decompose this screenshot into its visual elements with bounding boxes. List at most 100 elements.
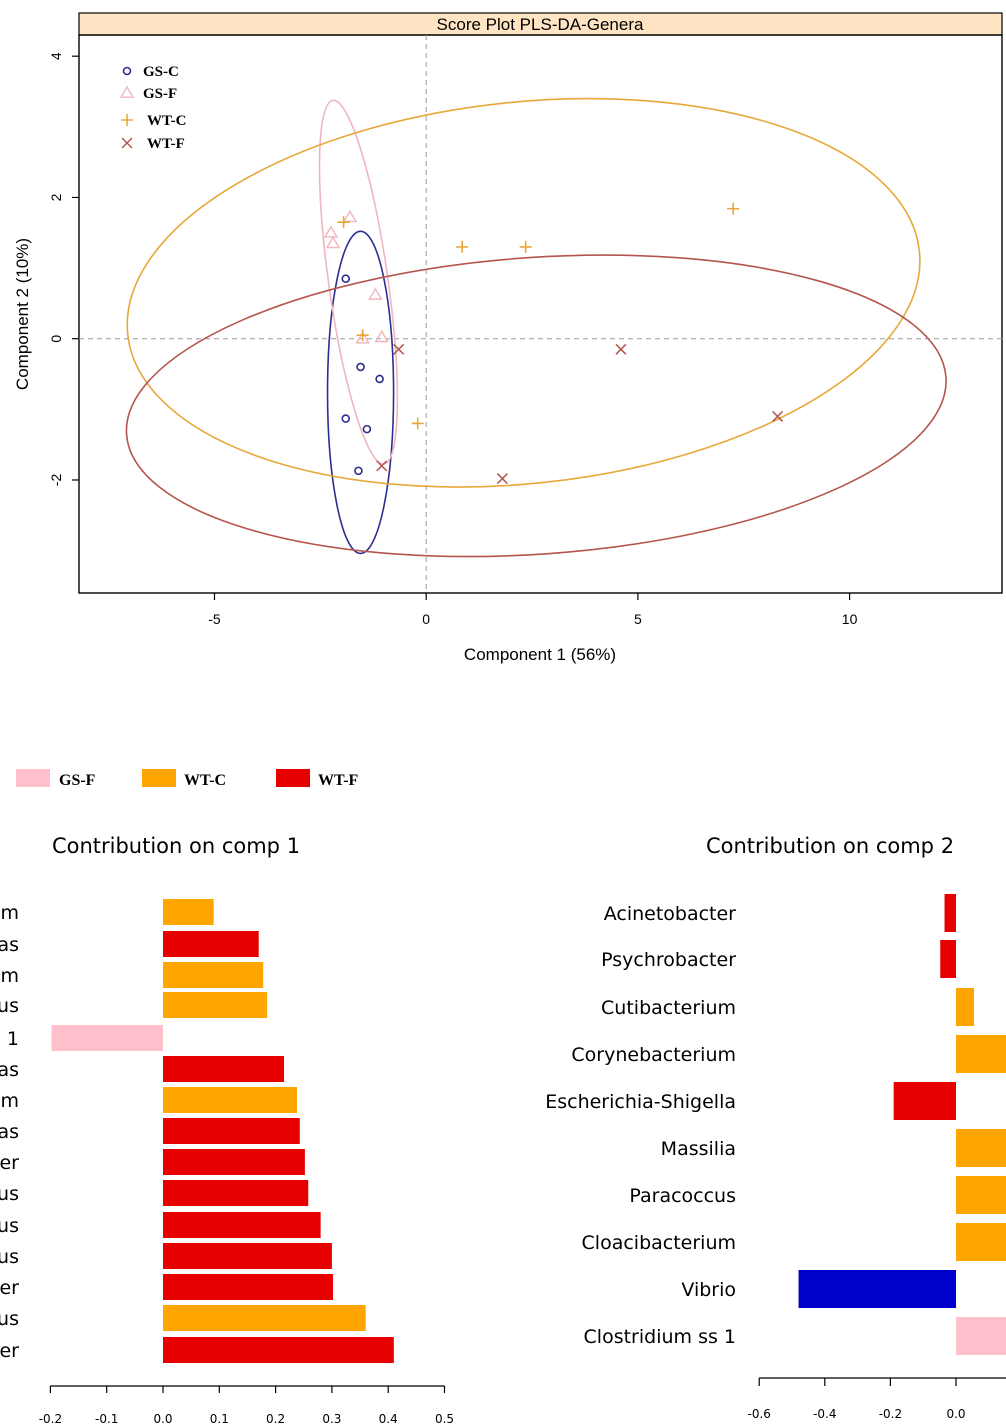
- comp2-bar-corynebacterium: [956, 1035, 1006, 1073]
- comp1-category-label: us: [0, 1246, 19, 1268]
- comp2-category-label-clostridium-ss-1: Clostridium ss 1: [584, 1326, 736, 1348]
- comp2-category-label-cloacibacterium: Cloacibacterium: [582, 1232, 736, 1254]
- point-wt-c: [727, 202, 740, 215]
- comp1-bar: [163, 1337, 394, 1363]
- comp1-bar: [163, 1274, 334, 1300]
- y-tick-label: 0: [48, 335, 64, 343]
- y-tick-label: 4: [48, 52, 64, 60]
- legend-marker-gs-f: [119, 85, 135, 98]
- comp2-category-label-corynebacterium: Corynebacterium: [571, 1044, 736, 1066]
- y-tick-label: 2: [48, 193, 64, 201]
- comp1-category-label: us: [0, 1215, 19, 1237]
- comp1-category-label: as: [0, 1059, 19, 1081]
- comp2-tick-label: 0.0: [946, 1407, 965, 1421]
- comp1-bar: [163, 1056, 285, 1082]
- bar-legend-swatch-wt-f: [276, 769, 310, 787]
- legend-label-gs-c: GS-C: [143, 64, 179, 80]
- point-wt-c: [356, 329, 369, 342]
- comp2-bar-acinetobacter: [944, 894, 956, 932]
- point-gs-c: [354, 466, 363, 476]
- comp2-category-label-escherichia-shigella: Escherichia-Shigella: [545, 1091, 736, 1113]
- comp2-tick-label: -0.2: [879, 1407, 902, 1421]
- comp2-category-label-psychrobacter: Psychrobacter: [601, 949, 736, 971]
- point-wt-f: [376, 460, 388, 472]
- comp1-bar: [163, 1212, 321, 1238]
- comp2-bar-cutibacterium: [956, 988, 975, 1026]
- comp1-title: Contribution on comp 1: [52, 834, 300, 858]
- point-gs-c: [341, 274, 351, 283]
- comp1-tick-label: 0.2: [266, 1412, 285, 1426]
- comp2-category-label-paracoccus: Paracoccus: [629, 1185, 736, 1207]
- point-wt-c: [456, 240, 469, 253]
- bar-legend: GS-F WT-C WT-F: [16, 769, 359, 789]
- comp2-category-label-cutibacterium: Cutibacterium: [601, 997, 736, 1019]
- point-wt-c: [411, 417, 424, 430]
- comp1-bar: [163, 1243, 332, 1269]
- score-plot-ylabel: Component 2 (10%): [13, 238, 32, 390]
- comp1-tick-label: 0.3: [322, 1412, 341, 1426]
- comp2-title: Contribution on comp 2: [706, 834, 954, 858]
- point-wt-c: [519, 240, 532, 253]
- point-gs-c: [341, 414, 351, 423]
- legend-label-wt-f: WT-F: [147, 136, 185, 152]
- comp1-tick-label: 0.5: [435, 1412, 454, 1426]
- score-plot-title: Score Plot PLS-DA-Genera: [437, 15, 644, 34]
- comp1-category-label: s 1: [0, 1028, 19, 1050]
- score-plot-xlabel: Component 1 (56%): [464, 645, 616, 664]
- comp2-bar-massilia: [956, 1129, 1006, 1167]
- comp1-category-label: er: [0, 1277, 19, 1299]
- comp1-category-label: us: [0, 1183, 19, 1205]
- comp1-bar: [163, 1180, 309, 1206]
- legend-marker-wt-c: [121, 114, 133, 126]
- bar-legend-swatch-wt-c: [142, 769, 176, 787]
- ellipse-wt-c: [126, 97, 921, 488]
- point-gs-f: [355, 331, 370, 344]
- x-tick-label: 0: [422, 611, 430, 627]
- point-gs-c: [356, 362, 365, 372]
- point-gs-f: [325, 235, 341, 249]
- comp1-tick-label: -0.2: [39, 1412, 62, 1426]
- comp2-tick-label: -0.6: [747, 1407, 770, 1421]
- comp1-category-label: as: [0, 934, 19, 956]
- bar-legend-label-gs-f: GS-F: [59, 772, 96, 789]
- comp1-bar: [163, 899, 214, 925]
- legend-marker-gs-c: [122, 66, 132, 76]
- score-plot: Score Plot PLS-DA-Genera -5 0 5 10 -2 0 2 4 GS…: [13, 12, 1003, 664]
- comp2-bar-cloacibacterium: [956, 1223, 1006, 1261]
- legend-label-wt-c: WT-C: [147, 113, 186, 129]
- legend-marker-wt-f: [121, 137, 133, 149]
- comp2-bar-escherichia-shigella: [893, 1082, 956, 1120]
- comp2-chart: Contribution on comp 2 Acinetobacter Psyc…: [545, 834, 1006, 1421]
- bar-legend-label-wt-c: WT-C: [184, 772, 226, 789]
- x-tick-label: -5: [208, 611, 221, 627]
- comp1-bar: [163, 1149, 305, 1175]
- score-plot-frame: [78, 34, 1003, 594]
- comp1-bar: [163, 931, 259, 957]
- point-gs-c: [375, 374, 384, 384]
- comp1-bar: [163, 1118, 300, 1144]
- point-wt-c: [337, 216, 350, 229]
- legend-label-gs-f: GS-F: [143, 86, 177, 102]
- comp1-bar: [163, 1305, 366, 1331]
- comp1-tick-label: 0.1: [210, 1412, 229, 1426]
- comp1-category-label: um: [0, 965, 19, 987]
- point-wt-f: [496, 473, 508, 485]
- comp2-bar-psychrobacter: [940, 940, 956, 978]
- comp2-category-label-massilia: Massilia: [661, 1138, 736, 1160]
- bar-legend-label-wt-f: WT-F: [318, 772, 359, 789]
- comp1-category-label: us: [0, 1308, 19, 1330]
- bar-legend-swatch-gs-f: [16, 769, 50, 787]
- comp1-category-label: er: [0, 1340, 19, 1362]
- comp1-category-label: as: [0, 1121, 19, 1143]
- comp1-bar: [163, 1087, 297, 1113]
- comp1-tick-label: 0.0: [153, 1412, 172, 1426]
- comp1-chart: Contribution on comp 1 um as um cus s 1 as m as…: [0, 834, 454, 1426]
- point-gs-f: [342, 209, 358, 223]
- comp2-bar-paracoccus: [956, 1176, 1006, 1214]
- comp1-bar: [163, 962, 264, 988]
- point-wt-f: [615, 343, 627, 355]
- comp1-category-label: um: [0, 902, 19, 924]
- point-gs-c: [362, 424, 372, 434]
- point-gs-f: [374, 329, 389, 343]
